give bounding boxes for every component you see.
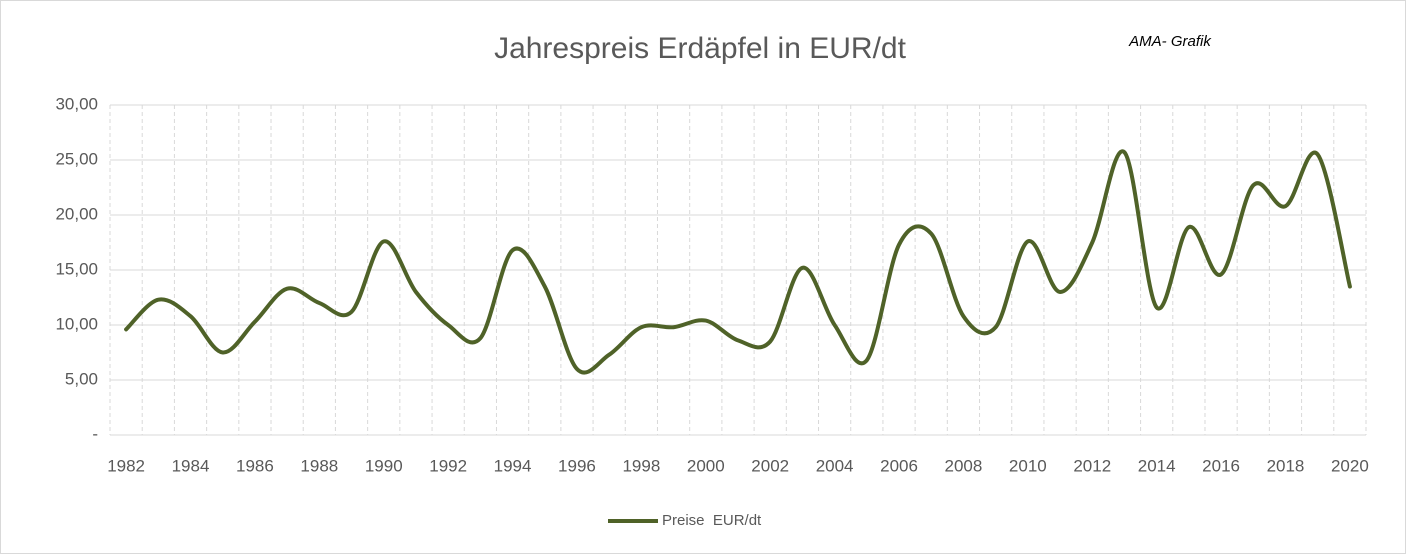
x-tick-label: 2018 [1267,456,1305,475]
annotation: AMA- Grafik [1128,33,1212,50]
y-tick-label: - [92,424,98,443]
x-tick-label: 2014 [1138,456,1176,475]
x-tick-label: 1988 [300,456,338,475]
y-tick-label: 20,00 [55,204,98,223]
x-tick-label: 2000 [687,456,725,475]
y-tick-label: 25,00 [55,149,98,168]
x-tick-label: 1986 [236,456,274,475]
legend-label: Preise EUR/dt [662,512,762,529]
x-tick-label: 2002 [751,456,789,475]
x-tick-label: 1984 [172,456,210,475]
y-tick-label: 10,00 [55,314,98,333]
x-tick-label: 2012 [1073,456,1111,475]
x-tick-label: 2004 [816,456,854,475]
y-tick-label: 15,00 [55,259,98,278]
x-tick-label: 2020 [1331,456,1369,475]
chart-title: Jahrespreis Erdäpfel in EUR/dt [494,32,907,65]
y-tick-label: 30,00 [55,94,98,113]
x-tick-label: 2010 [1009,456,1047,475]
x-tick-label: 2008 [945,456,983,475]
x-tick-label: 1998 [622,456,660,475]
x-tick-label: 1996 [558,456,596,475]
x-tick-label: 1994 [494,456,532,475]
x-tick-label: 2016 [1202,456,1240,475]
y-tick-label: 5,00 [65,369,98,388]
x-tick-label: 1990 [365,456,403,475]
x-tick-label: 1992 [429,456,467,475]
x-tick-label: 1982 [107,456,145,475]
data-line [124,149,1352,375]
x-tick-label: 2006 [880,456,918,475]
